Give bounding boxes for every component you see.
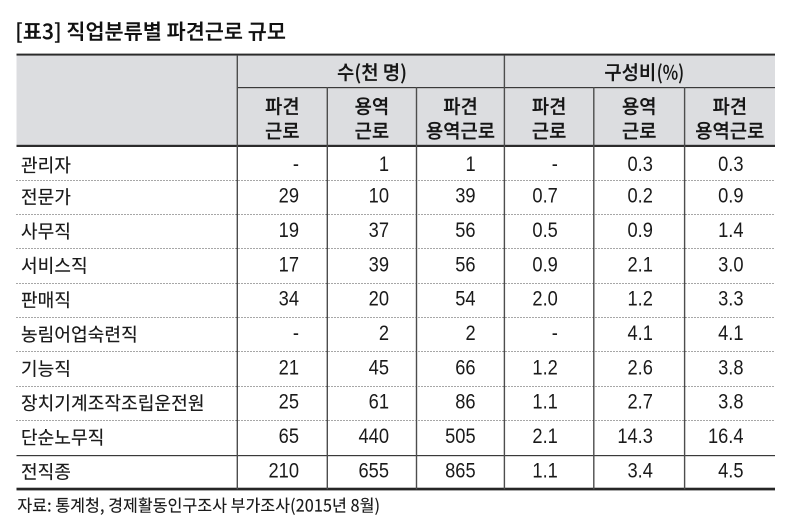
svg-text:20: 20 [369, 287, 389, 311]
svg-text:865: 865 [445, 459, 475, 483]
svg-text:3.0: 3.0 [718, 253, 743, 277]
svg-text:66: 66 [455, 356, 475, 380]
svg-text:39: 39 [369, 253, 389, 277]
svg-text:0.9: 0.9 [718, 184, 743, 208]
svg-text:37: 37 [369, 219, 389, 243]
svg-text:505: 505 [445, 425, 475, 449]
svg-text:4.5: 4.5 [718, 459, 743, 483]
svg-text:1.2: 1.2 [628, 287, 653, 311]
svg-text:14.3: 14.3 [617, 425, 653, 449]
svg-text:0.9: 0.9 [532, 253, 557, 277]
svg-text:29: 29 [279, 184, 299, 208]
svg-text:25: 25 [279, 390, 299, 414]
svg-text:4.1: 4.1 [628, 322, 653, 346]
svg-text:1.1: 1.1 [532, 459, 557, 483]
svg-text:0.3: 0.3 [628, 152, 653, 176]
svg-text:86: 86 [455, 390, 475, 414]
svg-text:56: 56 [455, 219, 475, 243]
svg-text:-: - [293, 322, 299, 346]
svg-text:1.1: 1.1 [532, 390, 557, 414]
svg-text:-: - [552, 152, 558, 176]
svg-text:65: 65 [279, 425, 299, 449]
svg-text:4.1: 4.1 [718, 322, 743, 346]
svg-text:10: 10 [369, 184, 389, 208]
svg-text:0.5: 0.5 [532, 219, 557, 243]
svg-text:3.4: 3.4 [628, 459, 653, 483]
svg-text:2.6: 2.6 [628, 356, 653, 380]
svg-text:1.2: 1.2 [532, 356, 557, 380]
svg-text:34: 34 [279, 287, 299, 311]
svg-text:3.8: 3.8 [718, 356, 743, 380]
svg-text:56: 56 [455, 253, 475, 277]
svg-text:210: 210 [269, 459, 299, 483]
svg-text:3.3: 3.3 [718, 287, 743, 311]
svg-text:39: 39 [455, 184, 475, 208]
svg-text:-: - [293, 152, 299, 176]
svg-text:2.1: 2.1 [532, 425, 557, 449]
svg-text:2.7: 2.7 [628, 390, 653, 414]
svg-text:-: - [552, 322, 558, 346]
svg-text:1.4: 1.4 [718, 219, 743, 243]
svg-text:0.2: 0.2 [628, 184, 653, 208]
svg-text:2.0: 2.0 [532, 287, 557, 311]
svg-text:45: 45 [369, 356, 389, 380]
svg-text:0.7: 0.7 [532, 184, 557, 208]
svg-text:1: 1 [379, 152, 389, 176]
svg-text:1: 1 [465, 152, 475, 176]
svg-text:0.3: 0.3 [718, 152, 743, 176]
svg-text:2.1: 2.1 [628, 253, 653, 277]
svg-text:0.9: 0.9 [628, 219, 653, 243]
svg-text:3.8: 3.8 [718, 390, 743, 414]
svg-text:2: 2 [379, 322, 389, 346]
svg-text:54: 54 [455, 287, 475, 311]
svg-text:16.4: 16.4 [708, 425, 744, 449]
svg-text:61: 61 [369, 390, 389, 414]
svg-text:17: 17 [279, 253, 299, 277]
svg-text:21: 21 [279, 356, 299, 380]
svg-text:655: 655 [359, 459, 389, 483]
svg-text:19: 19 [279, 219, 299, 243]
svg-text:2: 2 [465, 322, 475, 346]
svg-text:440: 440 [359, 425, 389, 449]
